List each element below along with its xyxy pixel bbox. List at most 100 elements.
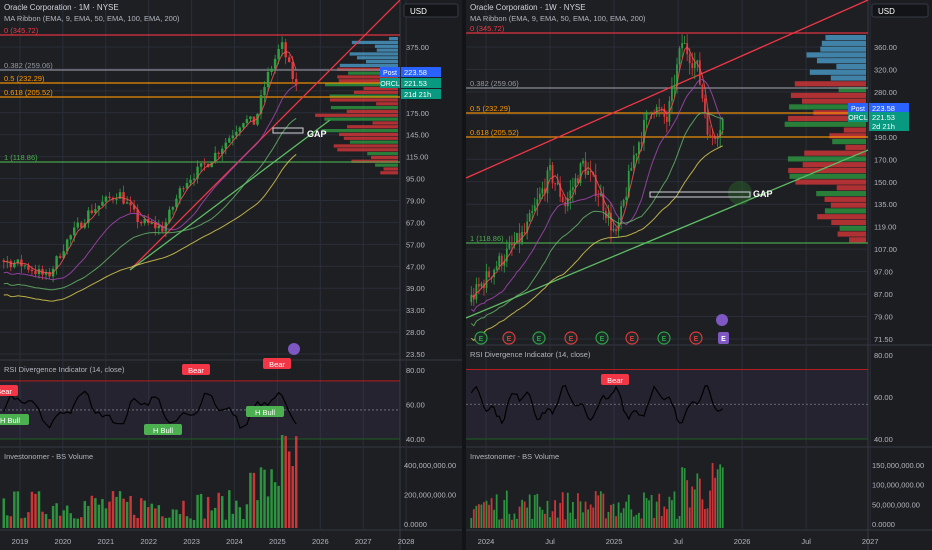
candle-body[interactable]	[533, 205, 536, 211]
trend-line-support[interactable]	[129, 119, 331, 271]
candle-body[interactable]	[698, 60, 701, 85]
candle-body[interactable]	[9, 261, 13, 268]
gap-box[interactable]	[272, 127, 304, 134]
candle-body[interactable]	[640, 142, 643, 144]
candle-body[interactable]	[475, 284, 478, 300]
candle-body[interactable]	[549, 165, 551, 171]
candle-body[interactable]	[76, 222, 79, 228]
candle-body[interactable]	[129, 202, 132, 206]
candle-body[interactable]	[13, 263, 16, 268]
candle-body[interactable]	[622, 199, 625, 207]
candle-body[interactable]	[245, 119, 249, 124]
candle-body[interactable]	[577, 178, 579, 184]
candle-body[interactable]	[508, 243, 511, 249]
price-badge[interactable]: 2d 21h	[869, 121, 909, 131]
candle-body[interactable]	[20, 259, 23, 267]
candle-body[interactable]	[709, 134, 711, 136]
earnings-icon[interactable]	[625, 331, 639, 345]
rsi-divergence-label[interactable]: H Bull	[0, 414, 29, 425]
candle-body[interactable]	[150, 222, 153, 224]
candle-body[interactable]	[228, 138, 231, 143]
candle-body[interactable]	[584, 160, 587, 175]
candle-body[interactable]	[108, 196, 111, 198]
candle-body[interactable]	[58, 256, 62, 258]
candle-body[interactable]	[620, 206, 623, 223]
candle-body[interactable]	[80, 222, 83, 228]
candle-body[interactable]	[270, 68, 273, 72]
candle-body[interactable]	[526, 221, 529, 233]
candle-body[interactable]	[242, 123, 245, 128]
candle-body[interactable]	[157, 225, 161, 229]
candle-body[interactable]	[681, 43, 683, 49]
candle-body[interactable]	[528, 213, 531, 222]
trend-line-resistance[interactable]	[129, 0, 401, 271]
candle-body[interactable]	[688, 54, 691, 64]
candle-body[interactable]	[650, 112, 653, 114]
candle-body[interactable]	[168, 209, 171, 223]
candle-body[interactable]	[531, 210, 534, 214]
candle-body[interactable]	[277, 48, 280, 59]
candle-body[interactable]	[97, 205, 101, 210]
rsi-divergence-label[interactable]: Bear	[263, 358, 291, 369]
price-badge[interactable]: ORCL 221.53	[380, 78, 441, 88]
candle-body[interactable]	[284, 42, 287, 58]
candle-body[interactable]	[263, 87, 266, 96]
candle-body[interactable]	[147, 219, 150, 223]
earnings-icon[interactable]	[502, 331, 516, 345]
candle-body[interactable]	[516, 233, 518, 244]
candle-body[interactable]	[500, 255, 503, 266]
time-axis[interactable]: 2024 Jul 2025 Jul 2026 Jul 2027	[478, 537, 879, 546]
candle-body[interactable]	[34, 271, 37, 275]
candle-body[interactable]	[569, 190, 572, 199]
candle-body[interactable]	[704, 98, 706, 114]
candle-body[interactable]	[182, 188, 185, 190]
time-axis[interactable]: 2019 2020 2021 2022 2023 2024 2025 2026 2027 2028	[12, 537, 415, 546]
candle-body[interactable]	[505, 248, 508, 262]
candle-body[interactable]	[480, 283, 483, 287]
candle-body[interactable]	[2, 260, 5, 262]
candle-body[interactable]	[599, 193, 602, 197]
candle-body[interactable]	[235, 131, 238, 136]
candle-body[interactable]	[94, 209, 97, 214]
candle-body[interactable]	[503, 261, 506, 266]
rocket-icon[interactable]	[716, 314, 728, 326]
candle-body[interactable]	[587, 170, 589, 175]
candle-body[interactable]	[249, 116, 252, 120]
candle-body[interactable]	[280, 42, 284, 49]
price-badge[interactable]: 21d 21h	[401, 89, 441, 99]
candle-body[interactable]	[561, 196, 564, 202]
candle-body[interactable]	[630, 168, 633, 171]
price-badge[interactable]: ORCL 221.53	[848, 112, 909, 122]
candle-body[interactable]	[645, 113, 648, 120]
candle-body[interactable]	[556, 183, 559, 185]
candle-body[interactable]	[238, 127, 242, 132]
candle-body[interactable]	[23, 265, 27, 267]
trend-line-support[interactable]	[465, 149, 869, 319]
candle-body[interactable]	[538, 193, 541, 200]
candle-body[interactable]	[291, 61, 294, 80]
rsi-divergence-label[interactable]: H Bull	[144, 424, 182, 435]
candle-body[interactable]	[676, 64, 678, 86]
candle-body[interactable]	[602, 193, 605, 211]
candle-body[interactable]	[139, 221, 143, 224]
candle-body[interactable]	[478, 284, 480, 287]
rsi-divergence-label[interactable]: Bear	[601, 374, 629, 385]
candle-body[interactable]	[571, 187, 574, 191]
candle-body[interactable]	[716, 136, 719, 140]
earnings-icon[interactable]	[474, 331, 488, 345]
candle-body[interactable]	[693, 62, 696, 68]
currency-button[interactable]	[403, 3, 459, 18]
candle-body[interactable]	[273, 58, 277, 69]
candle-body[interactable]	[48, 272, 51, 277]
candle-body[interactable]	[671, 85, 673, 101]
candle-body[interactable]	[73, 227, 76, 236]
rsi-line[interactable]	[3, 390, 297, 429]
candle-body[interactable]	[513, 243, 516, 246]
candle-body[interactable]	[665, 116, 668, 122]
candle-body[interactable]	[721, 119, 724, 130]
candle-body[interactable]	[696, 60, 699, 63]
candle-body[interactable]	[625, 196, 628, 200]
candle-body[interactable]	[574, 178, 577, 188]
candle-body[interactable]	[658, 107, 661, 109]
candle-body[interactable]	[655, 107, 658, 115]
